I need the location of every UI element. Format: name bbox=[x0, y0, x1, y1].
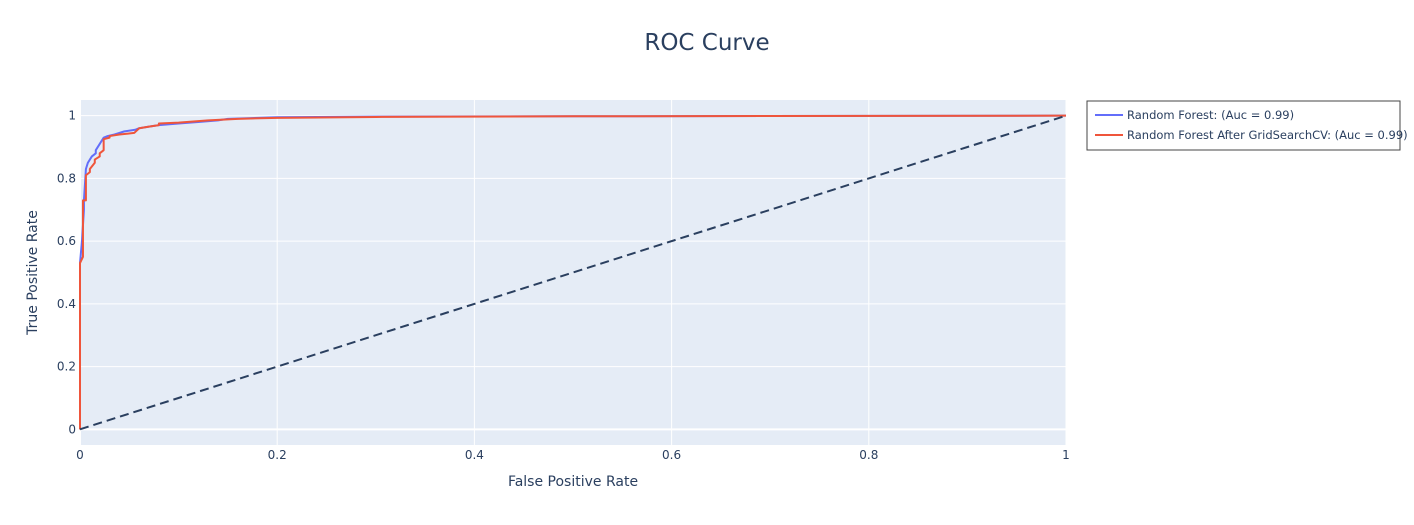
y-tick-label: 1 bbox=[68, 109, 76, 123]
roc-series-2 bbox=[79, 114, 1067, 430]
x-axis-ticks: 0 0.2 0.4 0.6 0.8 1 bbox=[76, 448, 1070, 462]
y-tick-label: 0 bbox=[68, 422, 76, 436]
legend-items: Random Forest: (Auc = 0.99) Random Forest… bbox=[1095, 108, 1408, 142]
grid-layer bbox=[79, 100, 1067, 445]
diagonal-reference-line bbox=[79, 114, 1067, 431]
chart-title: ROC Curve bbox=[644, 30, 769, 56]
legend-label: Random Forest: (Auc = 0.99) bbox=[1127, 108, 1294, 122]
y-axis-ticks: 0 0.2 0.4 0.6 0.8 1 bbox=[57, 109, 76, 437]
x-tick-label: 0.6 bbox=[662, 448, 681, 462]
x-tick-label: 0.8 bbox=[859, 448, 878, 462]
x-tick-label: 0.4 bbox=[465, 448, 484, 462]
y-axis-title: True Positive Rate bbox=[25, 210, 41, 336]
y-tick-label: 0.4 bbox=[57, 297, 76, 311]
plot-area bbox=[80, 100, 1066, 445]
x-tick-label: 0.2 bbox=[268, 448, 287, 462]
y-tick-label: 0.6 bbox=[57, 234, 76, 248]
y-tick-label: 0.2 bbox=[57, 360, 76, 374]
x-tick-label: 0 bbox=[76, 448, 84, 462]
legend[interactable]: Random Forest: (Auc = 0.99) Random Forest… bbox=[1086, 100, 1408, 151]
legend-box bbox=[1086, 100, 1401, 151]
series-layer bbox=[79, 114, 1067, 431]
y-tick-label: 0.8 bbox=[57, 171, 76, 185]
x-axis-title: False Positive Rate bbox=[508, 474, 638, 490]
x-tick-label: 1 bbox=[1062, 448, 1070, 462]
legend-label: Random Forest After GridSearchCV: (Auc =… bbox=[1127, 128, 1408, 142]
